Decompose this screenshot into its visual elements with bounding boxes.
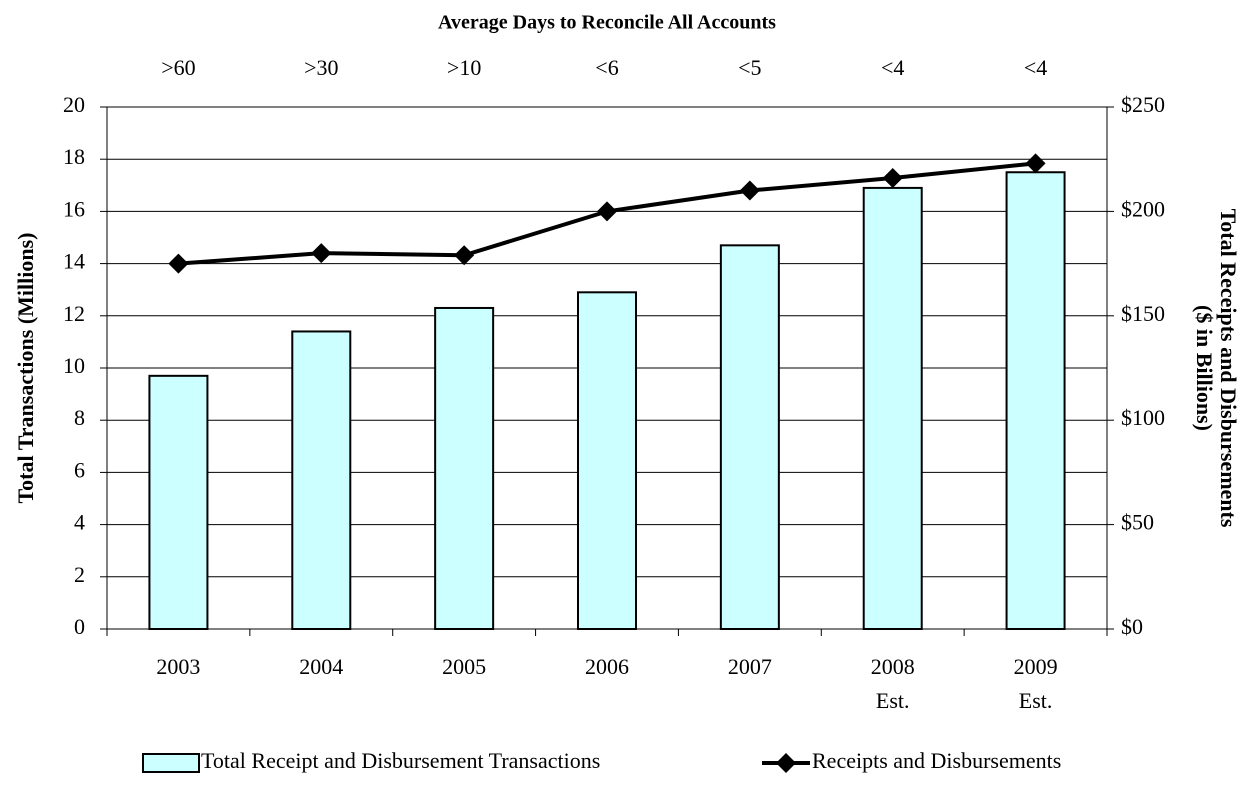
y2-tick-label: $0 [1121,614,1143,639]
top-label: >60 [161,55,195,80]
marker [1025,153,1046,174]
y-tick-label: 10 [63,353,85,378]
bar [577,291,637,630]
y-tick-label: 0 [74,614,85,639]
top-label: >10 [447,55,481,80]
marker [597,201,617,222]
marker [739,180,760,201]
bar [291,330,352,630]
top-label: <4 [1024,55,1047,80]
y-axis-label: Total Transactions (Millions) [13,233,38,504]
y-tick-label: 20 [63,92,85,117]
y2-tick-label: $200 [1121,196,1165,221]
x-tick-label: 2005 [442,654,486,679]
top-title: Average Days to Reconcile All Accounts [438,12,776,34]
y-tick-label: 2 [74,562,85,587]
legend-label: Total Receipt and Disbursement Transacti… [201,748,600,773]
bar [434,306,495,630]
marker [454,245,475,266]
bar [148,374,209,630]
y-tick-label: 18 [63,144,85,169]
legend-label: Receipts and Disbursements [812,748,1061,773]
marker [311,243,332,264]
marker [882,167,903,188]
marker [168,253,189,274]
top-label: <6 [595,55,618,80]
bar [719,244,780,631]
y2-axis-label: ($ in Billions) [1192,305,1217,431]
x-tick-label: 2003 [156,654,200,679]
y-tick-label: 12 [63,301,85,326]
y-tick-label: 14 [63,249,85,274]
top-label: <5 [738,55,761,80]
y2-tick-label: $250 [1121,92,1165,117]
x-tick-label: 2004 [299,654,343,679]
y-tick-label: 16 [63,196,85,221]
y-tick-label: 4 [74,510,85,535]
legend-swatch [142,753,200,773]
top-label: <4 [881,55,904,80]
y2-tick-label: $50 [1121,510,1154,535]
y-tick-label: 8 [74,405,85,430]
x-tick-note: Est. [876,688,910,713]
bar [1005,171,1066,630]
x-tick-label: 2007 [728,654,772,679]
x-tick-label: 2006 [585,654,629,679]
top-label: >30 [304,55,338,80]
x-tick-note: Est. [1019,688,1053,713]
legend-marker [776,753,796,773]
x-tick-label: 2008 [871,654,915,679]
x-tick-label: 2009 [1014,654,1058,679]
y2-tick-label: $100 [1121,405,1165,430]
y2-axis-label: Total Receipts and Disbursements [1216,209,1241,528]
y2-tick-label: $150 [1121,301,1165,326]
bar [862,186,923,630]
y-tick-label: 6 [74,457,85,482]
